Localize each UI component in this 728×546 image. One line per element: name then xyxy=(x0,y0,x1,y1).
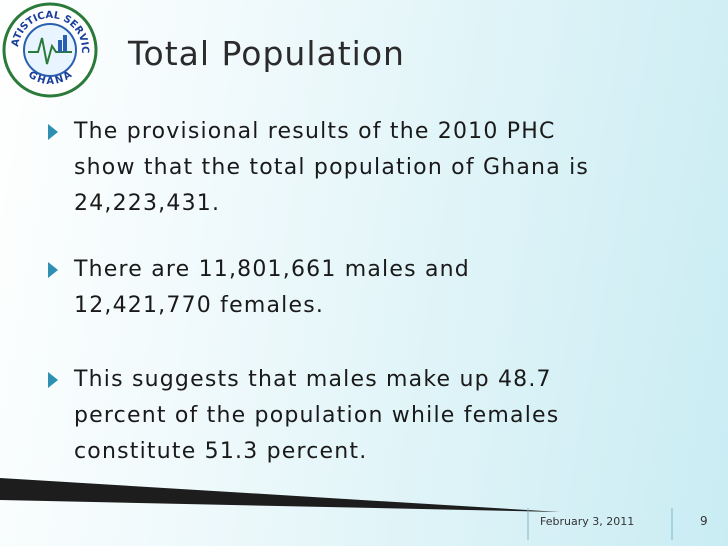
bullet-text: constitute 51.3 percent. xyxy=(74,439,368,464)
logo: STATISTICAL SERVICE GHANA xyxy=(0,0,98,98)
bullet-text: show that the total population of Ghana … xyxy=(74,155,590,180)
bullet-marker xyxy=(48,262,58,278)
page-number: 9 xyxy=(700,514,708,528)
footer-wedge xyxy=(0,478,560,512)
bullet-text: 12,421,770 females. xyxy=(74,293,325,318)
bullet-text: percent of the population while females xyxy=(74,403,560,428)
footer-date: February 3, 2011 xyxy=(540,515,635,528)
bullet-text: The provisional results of the 2010 PHC xyxy=(74,119,556,144)
bullet-marker xyxy=(48,372,58,388)
logo-bottom-text: GHANA xyxy=(26,69,74,87)
slide-title: Total Population xyxy=(128,34,405,73)
bullet: The provisional results of the 2010 PHC s… xyxy=(48,114,589,222)
bullet-text: There are 11,801,661 males and xyxy=(74,257,470,282)
bullet-marker xyxy=(48,124,58,140)
bullet: There are 11,801,661 males and 12,421,770… xyxy=(48,252,470,324)
bullet-text: 24,223,431. xyxy=(74,191,221,216)
logo-bottom-text: GHANA xyxy=(26,69,74,87)
bullet-text: This suggests that males make up 48.7 xyxy=(74,367,552,392)
bullet: This suggests that males make up 48.7 per… xyxy=(48,362,559,470)
